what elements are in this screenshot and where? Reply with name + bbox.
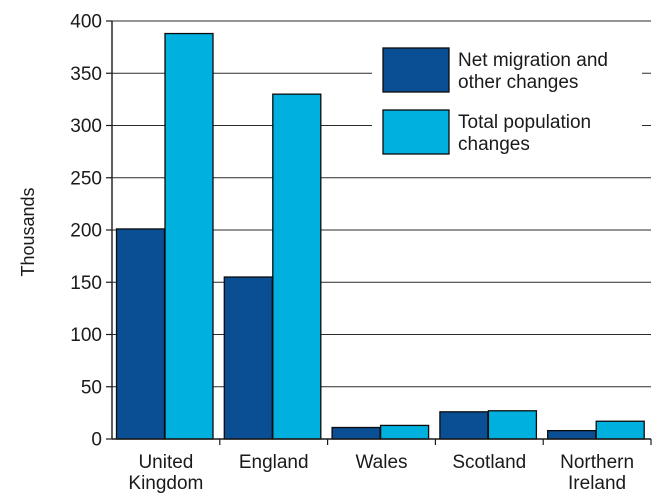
y-tick-label: 50: [81, 377, 102, 398]
legend-label: Total population changes: [458, 112, 591, 155]
y-tick-label: 350: [70, 64, 102, 85]
y-tick-labels: 0 50 100 150 200 250 300 350 400: [70, 12, 102, 451]
bar: [487, 410, 538, 440]
x-tick-label: Northern Ireland: [560, 452, 634, 494]
x-tick-label: Wales: [355, 452, 407, 473]
y-tick-label: 150: [70, 273, 102, 294]
x-tick-label: United Kingdom: [128, 452, 203, 494]
bars: [115, 32, 645, 440]
axes: [106, 20, 652, 445]
y-tick-label: 0: [91, 430, 102, 451]
bar: [595, 420, 645, 440]
legend-label: Net migration and other changes: [458, 50, 608, 93]
bar: [379, 424, 430, 440]
bar: [331, 426, 381, 440]
x-tick-labels: United Kingdom England Wales Scotland Norther…: [128, 452, 634, 494]
y-axis-title: Thousands: [18, 187, 38, 276]
x-tick-label: England: [239, 452, 309, 473]
x-tick-label: Scotland: [452, 452, 526, 473]
legend: Net migration and other changes Total popu…: [372, 43, 642, 163]
y-tick-label: 200: [70, 221, 102, 242]
y-tick-label: 400: [70, 12, 102, 33]
legend-swatch: [382, 47, 450, 93]
legend-swatch: [382, 109, 450, 155]
y-tick-label: 250: [70, 168, 102, 189]
y-tick-label: 300: [70, 116, 102, 137]
bar: [272, 93, 322, 440]
bar: [164, 32, 214, 440]
bar: [223, 276, 273, 440]
bar: [115, 228, 166, 440]
bar: [439, 411, 489, 440]
y-tick-label: 100: [70, 325, 102, 346]
bar: [547, 429, 597, 440]
